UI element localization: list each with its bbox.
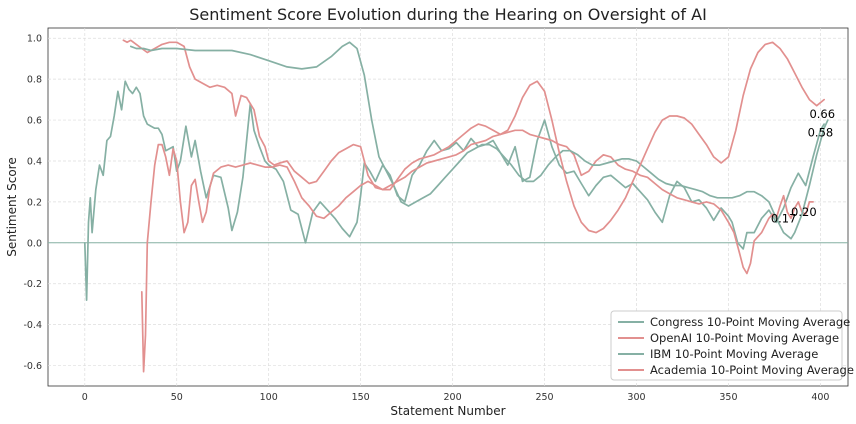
- y-tick-label: 0.8: [27, 75, 42, 86]
- y-tick-label: 0.6: [27, 116, 42, 127]
- y-tick-label: -0.2: [23, 279, 42, 290]
- x-tick-label: 150: [352, 392, 370, 403]
- y-tick-label: -0.4: [23, 320, 42, 331]
- x-tick-label: 200: [444, 392, 462, 403]
- legend-entry-label: OpenAI 10-Point Moving Average: [650, 331, 839, 345]
- series-line-2: [122, 39, 814, 275]
- x-tick-label: 300: [627, 392, 645, 403]
- series-layer: [83, 39, 829, 373]
- x-tick-label: 50: [171, 392, 183, 403]
- x-axis-title: Statement Number: [390, 404, 505, 418]
- legend-entry-label: Academia 10-Point Moving Average: [650, 363, 854, 377]
- y-tick-label: 0.4: [27, 156, 42, 167]
- legend-box: [610, 310, 843, 381]
- chart-title: Sentiment Score Evolution during the Hea…: [189, 5, 707, 24]
- legend-entry-label: IBM 10-Point Moving Average: [650, 347, 818, 361]
- series-line-4: [140, 41, 825, 373]
- tick-layer: -0.6 -0.4 -0.2 0.0 0.2 0.4 0.6 0.8 1.0 0 50 100 150 2…: [23, 34, 829, 403]
- x-tick-label: 100: [260, 392, 278, 403]
- y-tick-label: 0.2: [27, 197, 42, 208]
- y-tick-label: 0.0: [27, 238, 42, 249]
- x-tick-label: 250: [535, 392, 553, 403]
- end-value-label: 0.66: [809, 107, 835, 121]
- x-tick-label: 350: [719, 392, 737, 403]
- y-axis-title: Sentiment Score: [5, 157, 19, 256]
- end-value-label: 0.58: [808, 125, 834, 139]
- legend: Congress 10-Point Moving Average OpenAI 1…: [610, 310, 854, 381]
- end-value-label: 0.20: [791, 205, 817, 219]
- series-line-3: [129, 41, 829, 240]
- end-label-layer: 0.66 0.58 0.170.20: [771, 107, 835, 225]
- x-tick-label: 0: [82, 392, 88, 403]
- end-value-label: 0.17: [771, 211, 797, 225]
- y-tick-label: -0.6: [23, 361, 42, 372]
- y-tick-label: 1.0: [27, 34, 42, 45]
- x-tick-label: 400: [811, 392, 829, 403]
- legend-entry-label: Congress 10-Point Moving Average: [650, 315, 850, 329]
